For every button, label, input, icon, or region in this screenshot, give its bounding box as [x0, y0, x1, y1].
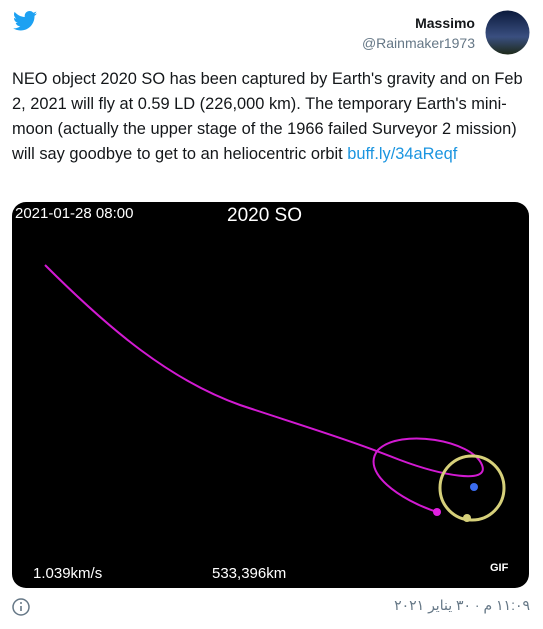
info-icon[interactable] — [11, 597, 31, 617]
orbit-animation — [44, 264, 506, 522]
moon — [463, 514, 471, 522]
media-title: 2020 SO — [227, 205, 302, 226]
tweet-time[interactable]: ١١:٠٩ م · ٣٠ يناير ٢٠٢١ — [394, 597, 530, 613]
author-name[interactable]: Massimo — [415, 15, 475, 31]
tweet-body: NEO object 2020 SO has been captured by … — [12, 70, 523, 163]
twitter-logo[interactable] — [13, 11, 37, 31]
moon-orbit — [438, 454, 506, 522]
author-handle[interactable]: @Rainmaker1973 — [361, 35, 475, 51]
object — [433, 508, 441, 516]
media-timestamp: 2021-01-28 08:00 — [15, 205, 134, 222]
trajectory — [44, 264, 484, 513]
media-speed: 1.039km/s — [33, 565, 103, 582]
avatar[interactable] — [485, 10, 530, 55]
earth — [470, 483, 478, 491]
media-distance: 533,396km — [212, 565, 287, 582]
media-gif[interactable]: 2021-01-28 08:00 2020 SO 1.039km/s 533,3… — [12, 202, 529, 588]
tweet-text: NEO object 2020 SO has been captured by … — [12, 67, 534, 167]
gif-badge: GIF — [490, 562, 509, 574]
tweet-link[interactable]: buff.ly/34aReqf — [347, 145, 458, 163]
